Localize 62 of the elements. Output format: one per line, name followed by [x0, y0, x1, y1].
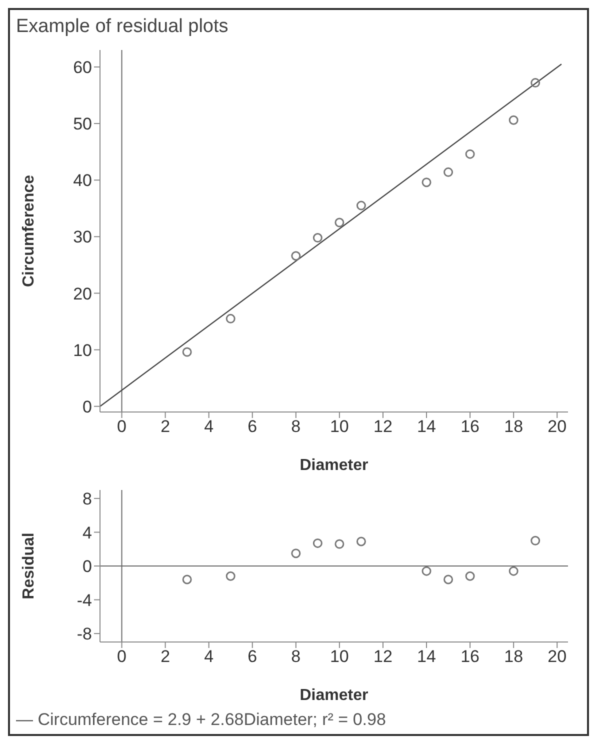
point	[334, 218, 344, 228]
x-tick-label: 8	[291, 647, 301, 666]
point	[444, 574, 454, 584]
x-tick-label: 12	[374, 647, 392, 666]
point	[530, 78, 540, 88]
x-tick-label: 18	[504, 417, 524, 436]
x-tick-label: 0	[117, 647, 126, 666]
point	[182, 574, 192, 584]
point	[465, 149, 475, 159]
x-axis-title: Diameter	[300, 687, 368, 704]
x-tick-label: 20	[548, 417, 567, 436]
x-tick-label: 10	[330, 647, 349, 666]
point	[356, 536, 366, 546]
x-tick-label: 12	[374, 417, 392, 436]
point	[291, 251, 301, 261]
x-tick-label: 8	[291, 417, 301, 436]
y-tick-label: 30	[73, 228, 92, 247]
y-tick-label: 4	[82, 523, 92, 542]
point	[530, 536, 540, 546]
x-tick-label: 4	[204, 647, 214, 666]
y-axis-title: Residual	[20, 532, 38, 600]
x-axis-title: Diameter	[300, 457, 368, 474]
x-tick-label: 0	[117, 417, 126, 436]
x-tick-label: 14	[417, 647, 436, 666]
chart-title: Example of residual plots	[15, 15, 230, 39]
point	[334, 539, 344, 549]
y-tick-label: 50	[73, 114, 92, 134]
y-tick-label: 8	[82, 489, 92, 508]
point	[444, 167, 454, 177]
y-tick-label: 10	[73, 340, 92, 360]
point	[422, 566, 432, 576]
point	[508, 566, 518, 576]
x-tick-label: 6	[248, 647, 258, 666]
point	[356, 200, 366, 210]
x-tick-label: 20	[548, 647, 567, 666]
y-tick-label: -4	[76, 590, 92, 610]
text: — Circumference = 2.9 + 2.68Diameter; r² = 0.98	[15, 710, 387, 731]
point	[422, 178, 432, 188]
x-tick-label: 18	[504, 647, 524, 666]
x-tick-label: 6	[248, 417, 258, 436]
x-tick-label: 4	[204, 417, 214, 436]
x-tick-label: 14	[417, 417, 436, 436]
y-tick-label: -8	[76, 624, 92, 644]
x-tick-label: 10	[330, 417, 349, 436]
point	[226, 314, 236, 324]
point	[508, 115, 518, 125]
y-tick-label: 0	[82, 557, 92, 576]
x-tick-label: 2	[160, 417, 170, 436]
y-tick-label: 20	[73, 284, 92, 304]
y-axis-title: Circumference	[20, 174, 38, 288]
x-tick-label: 16	[460, 417, 480, 436]
y-tick-label: 60	[73, 58, 92, 78]
x-tick-label: 16	[460, 647, 480, 666]
point	[465, 571, 475, 581]
point	[312, 538, 322, 548]
point	[226, 571, 236, 581]
y-tick-label: 0	[82, 397, 92, 416]
point	[312, 233, 322, 243]
point	[291, 548, 301, 558]
x-tick-label: 2	[160, 647, 170, 666]
y-tick-label: 40	[73, 171, 92, 190]
point	[182, 347, 192, 357]
